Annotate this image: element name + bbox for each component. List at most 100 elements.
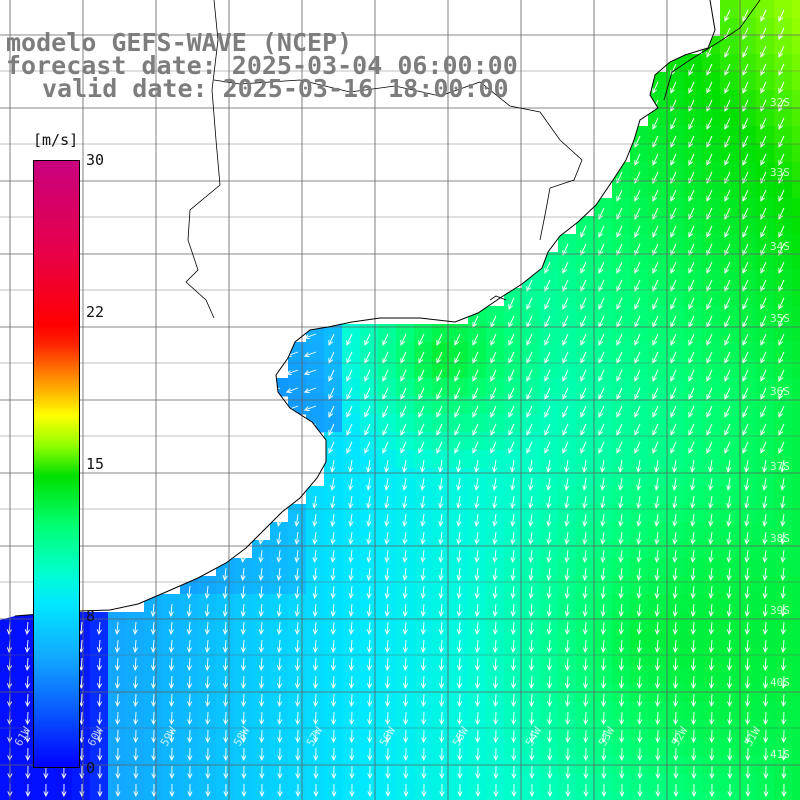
wind-speed-cell xyxy=(720,198,739,217)
wind-speed-cell xyxy=(720,108,739,127)
wind-arrow-head xyxy=(724,447,730,454)
wind-arrow xyxy=(98,693,101,707)
wind-arrow xyxy=(418,405,425,418)
wind-speed-cell xyxy=(540,594,559,613)
wind-speed-cell xyxy=(360,702,379,721)
wind-arrow-head xyxy=(562,447,568,454)
wind-speed-cell xyxy=(522,396,541,415)
wind-arrow xyxy=(580,387,587,400)
wind-speed-cell xyxy=(648,180,667,199)
wind-arrow-head xyxy=(654,484,660,491)
legend-tick-15: 15 xyxy=(86,455,105,473)
wind-speed-cell xyxy=(720,54,739,73)
wind-speed-cell xyxy=(540,540,559,559)
wind-arrow xyxy=(494,693,497,707)
wind-arrow-head xyxy=(24,683,31,690)
wind-arrow-head xyxy=(706,123,712,130)
wind-arrow-head xyxy=(438,683,445,690)
wind-speed-cell xyxy=(396,738,415,757)
wind-arrow-head xyxy=(312,629,318,635)
wind-arrow xyxy=(619,495,623,508)
wind-speed-cell xyxy=(432,504,451,523)
wind-arrow-head xyxy=(421,791,427,798)
wind-speed-cell xyxy=(756,414,775,433)
wind-arrow xyxy=(688,63,695,76)
wind-speed-cell xyxy=(648,144,667,163)
wind-arrow-head xyxy=(528,575,534,581)
wind-speed-cell xyxy=(252,774,271,793)
wind-speed-cell xyxy=(54,774,73,793)
wind-arrow xyxy=(724,117,731,130)
wind-arrow-head xyxy=(706,195,712,202)
wind-arrow xyxy=(692,621,695,634)
wind-speed-cell xyxy=(468,504,487,523)
wind-speed-cell xyxy=(486,720,505,739)
wind-speed-cell xyxy=(234,720,253,739)
wind-arrow xyxy=(422,549,425,562)
wind-arrow xyxy=(530,549,533,562)
wind-arrow xyxy=(745,459,749,472)
wind-speed-cell xyxy=(738,144,757,163)
wind-speed-cell xyxy=(306,612,325,631)
wind-speed-cell xyxy=(684,594,703,613)
wind-speed-cell xyxy=(486,342,505,361)
wind-arrow xyxy=(746,657,749,671)
wind-speed-cell xyxy=(450,414,469,433)
forecast-date: forecast date: 2025-03-04 06:00:00 xyxy=(6,51,518,80)
wind-speed-cell xyxy=(450,360,469,379)
wind-arrow xyxy=(616,243,623,256)
wind-speed-cell xyxy=(702,306,721,325)
wind-arrow-head xyxy=(760,375,766,382)
wind-arrow-head xyxy=(420,575,426,581)
wind-arrow xyxy=(562,279,569,292)
wind-arrow-head xyxy=(510,520,516,527)
wind-speed-cell xyxy=(486,648,505,667)
wind-arrow xyxy=(314,603,317,616)
wind-speed-cell xyxy=(378,432,397,451)
wind-arrow xyxy=(688,135,695,148)
wind-arrow-head xyxy=(562,339,568,346)
wind-arrow-head xyxy=(564,665,571,672)
wind-arrow xyxy=(674,693,677,707)
wind-arrow-head xyxy=(367,719,373,726)
wind-arrow-head xyxy=(367,701,373,708)
wind-arrow xyxy=(763,531,767,544)
wind-speed-cell xyxy=(594,324,613,343)
wind-arrow xyxy=(692,639,695,652)
wind-arrow xyxy=(584,657,587,671)
wind-arrow-head xyxy=(510,647,516,653)
wind-arrow-head xyxy=(724,339,730,346)
wind-speed-cell xyxy=(702,648,721,667)
wind-speed-cell xyxy=(720,450,739,469)
wind-arrow xyxy=(278,693,281,707)
wind-arrow-head xyxy=(760,267,766,274)
wind-arrow-head xyxy=(402,647,408,653)
wind-arrow xyxy=(782,603,785,616)
wind-arrow-head xyxy=(295,701,301,708)
wind-arrow-head xyxy=(294,539,300,545)
wind-arrow xyxy=(382,333,389,346)
wind-arrow xyxy=(421,495,425,508)
wind-arrow xyxy=(764,657,767,671)
wind-speed-cell xyxy=(414,504,433,523)
wind-arrow-head xyxy=(582,466,588,473)
wind-arrow xyxy=(673,513,677,526)
wind-speed-cell xyxy=(468,558,487,577)
wind-arrow-head xyxy=(187,701,193,708)
wind-speed-cell xyxy=(792,432,800,451)
wind-arrow xyxy=(742,441,749,454)
wind-arrow-head xyxy=(708,593,714,599)
wind-arrow xyxy=(706,369,713,382)
wind-arrow-head xyxy=(582,665,589,672)
wind-speed-cell xyxy=(684,72,703,91)
wind-speed-cell xyxy=(684,486,703,505)
wind-arrow xyxy=(616,405,623,418)
wind-arrow xyxy=(693,711,695,725)
wind-arrow xyxy=(494,549,497,562)
wind-arrow-head xyxy=(258,557,264,563)
wind-speed-cell xyxy=(594,288,613,307)
wind-arrow xyxy=(670,369,677,382)
wind-arrow xyxy=(547,495,551,508)
wind-arrow-head xyxy=(691,773,697,780)
wind-speed-cell xyxy=(738,774,757,793)
